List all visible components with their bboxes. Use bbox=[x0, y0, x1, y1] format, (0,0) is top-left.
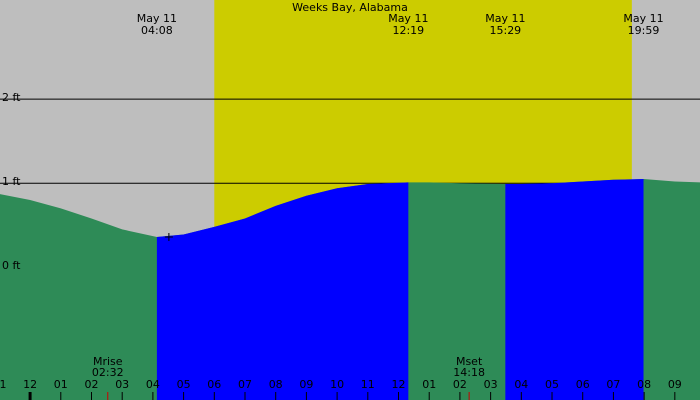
event-date: May 11 bbox=[485, 12, 525, 25]
x-tick-label: 1 bbox=[0, 378, 7, 391]
x-tick-label: 05 bbox=[545, 378, 559, 391]
x-tick-label: 03 bbox=[484, 378, 498, 391]
y-tick-label: 0 ft bbox=[2, 259, 21, 272]
x-tick-label: 02 bbox=[84, 378, 98, 391]
moon-time: 14:18 bbox=[453, 366, 485, 379]
moon-time: 02:32 bbox=[92, 366, 124, 379]
event-time: 12:19 bbox=[392, 24, 424, 37]
x-tick-label: 04 bbox=[514, 378, 528, 391]
event-date: May 11 bbox=[623, 12, 663, 25]
event-date: May 11 bbox=[388, 12, 428, 25]
x-tick-label: 04 bbox=[146, 378, 160, 391]
x-tick-label: 06 bbox=[576, 378, 590, 391]
x-tick-label: 03 bbox=[115, 378, 129, 391]
y-tick-label: 1 ft bbox=[2, 175, 21, 188]
x-tick-label: 11 bbox=[361, 378, 375, 391]
event-time: 04:08 bbox=[141, 24, 173, 37]
rising-tide bbox=[505, 179, 644, 400]
x-tick-label: 07 bbox=[606, 378, 620, 391]
x-tick-label: 08 bbox=[637, 378, 651, 391]
chart-title: Weeks Bay, Alabama bbox=[292, 1, 408, 14]
event-time: 19:59 bbox=[628, 24, 660, 37]
x-tick-label: 12 bbox=[23, 378, 37, 391]
x-tick-label: 08 bbox=[269, 378, 283, 391]
x-tick-label: 06 bbox=[207, 378, 221, 391]
x-tick-label: 09 bbox=[668, 378, 682, 391]
x-tick-label: 09 bbox=[299, 378, 313, 391]
x-tick-label: 01 bbox=[422, 378, 436, 391]
x-tick-label: 12 bbox=[392, 378, 406, 391]
moon-label: Mrise bbox=[93, 355, 123, 368]
moon-label: Mset bbox=[456, 355, 483, 368]
low-tide-marker bbox=[164, 232, 173, 241]
x-tick-label: 01 bbox=[54, 378, 68, 391]
x-tick-label: 02 bbox=[453, 378, 467, 391]
event-date: May 11 bbox=[137, 12, 177, 25]
y-tick-label: 2 ft bbox=[2, 91, 21, 104]
event-time: 15:29 bbox=[489, 24, 521, 37]
x-tick-label: 05 bbox=[177, 378, 191, 391]
x-tick-label: 10 bbox=[330, 378, 344, 391]
x-tick-label: 07 bbox=[238, 378, 252, 391]
